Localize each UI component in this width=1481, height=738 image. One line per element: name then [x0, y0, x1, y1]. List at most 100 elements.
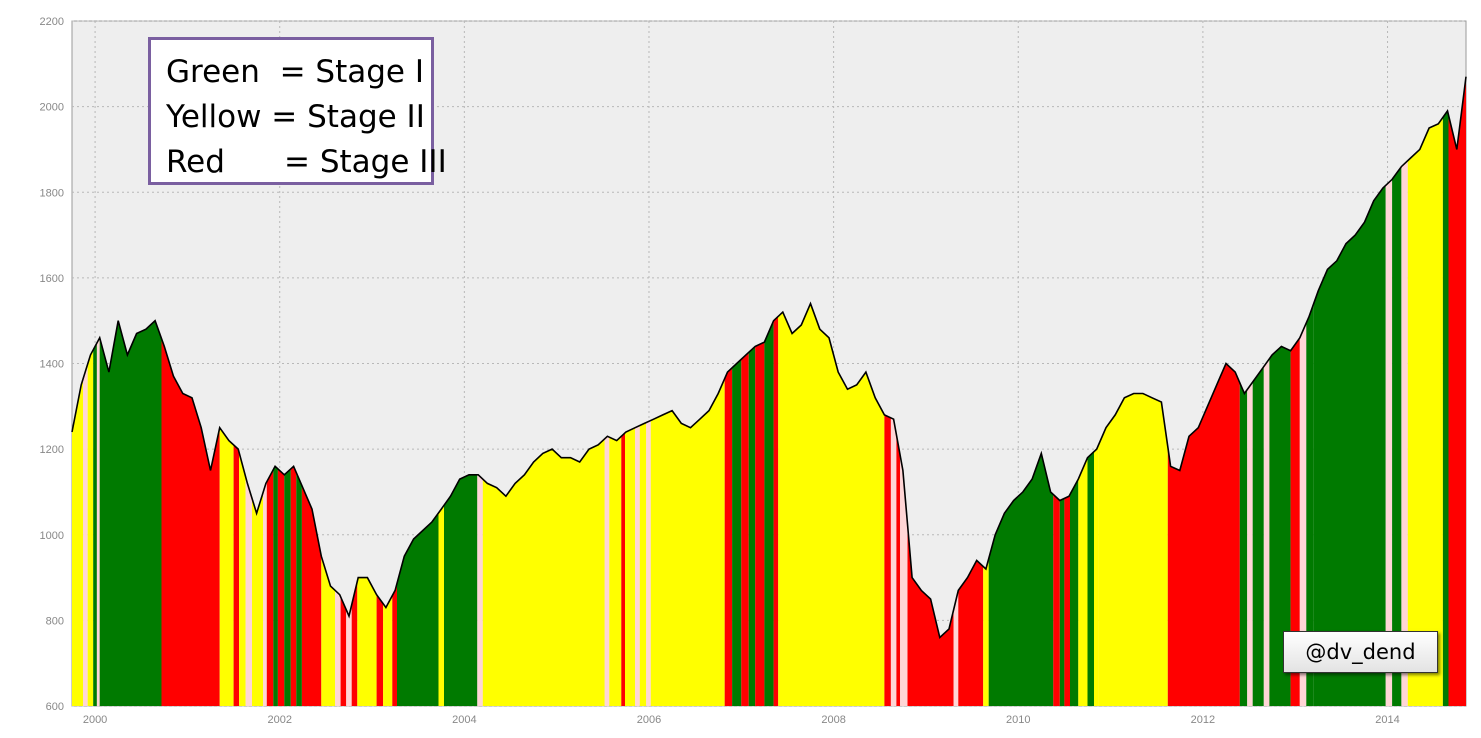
- stage-band-light: [96, 337, 100, 706]
- stage-band-red: [351, 581, 358, 706]
- stage-band-red: [958, 560, 984, 706]
- y-tick-label: 2000: [40, 102, 64, 114]
- stage-band-light: [604, 436, 610, 706]
- stage-band-green: [1392, 166, 1402, 707]
- stage-band-yellow: [1407, 117, 1443, 707]
- stage-band-light: [635, 425, 640, 706]
- stage-band-green: [1313, 185, 1386, 706]
- y-tick-label: 1600: [40, 273, 64, 285]
- stage-band-light: [1247, 381, 1253, 706]
- stage-band-red: [233, 444, 240, 706]
- stage-band-red: [1064, 494, 1070, 706]
- stage-band-green: [397, 563, 403, 706]
- price-line: [71, 76, 1467, 640]
- stage-band-yellow: [983, 558, 989, 706]
- y-tick-label: 1200: [40, 444, 64, 456]
- stage-band-yellow: [778, 303, 885, 706]
- x-tick-label: 2010: [1006, 714, 1030, 726]
- stage-band-yellow: [482, 438, 605, 706]
- stage-band-light: [953, 590, 959, 706]
- stage-band-red: [773, 316, 779, 706]
- stage-band-green: [1087, 451, 1094, 706]
- stage-band-light: [346, 604, 352, 706]
- x-tick-label: 2004: [452, 714, 476, 726]
- stage-band-red: [724, 367, 733, 706]
- y-tick-label: 2200: [40, 16, 64, 28]
- legend-line-green: Green = Stage I: [166, 54, 424, 90]
- stage-band-green: [1269, 346, 1291, 706]
- y-tick-label: 1000: [40, 530, 64, 542]
- stage-band-yellow: [438, 505, 444, 706]
- stage-bands: [72, 76, 1466, 707]
- stage-band-light: [477, 474, 483, 706]
- stage-band-light: [263, 481, 267, 706]
- stage-band-red: [392, 583, 397, 706]
- x-tick-label: 2014: [1375, 714, 1399, 726]
- stage-band-red: [741, 352, 749, 706]
- stage-band-yellow: [357, 577, 377, 706]
- stage-band-yellow: [219, 427, 234, 706]
- stage-band-light: [335, 590, 341, 706]
- stage-band-green: [1252, 366, 1264, 706]
- stage-band-red: [907, 524, 954, 706]
- stage-band-red: [621, 432, 625, 706]
- legend-line-yellow: Yellow = Stage II: [166, 99, 425, 135]
- stage-band-green: [732, 359, 742, 706]
- stage-band-light: [900, 455, 908, 706]
- stage-band-green: [284, 468, 291, 706]
- stage-band-green: [764, 320, 774, 706]
- x-tick-label: 2006: [637, 714, 661, 726]
- y-tick-label: 600: [46, 701, 64, 713]
- stage-band-yellow: [609, 436, 622, 706]
- stage-band-light: [646, 420, 651, 706]
- stage-band-green: [444, 474, 478, 706]
- stage-band-red: [376, 594, 384, 706]
- x-tick-label: 2002: [267, 714, 291, 726]
- stage-band-red: [1053, 494, 1060, 706]
- stage-band-red: [290, 466, 297, 706]
- stage-band-light: [1385, 179, 1393, 706]
- stage-band-light: [245, 476, 252, 706]
- y-tick-label: 1800: [40, 187, 64, 199]
- stage-band-yellow: [252, 492, 264, 706]
- stage-band-yellow: [650, 378, 725, 706]
- stage-band-green: [93, 342, 97, 706]
- x-axis-tick-labels: 2000 2002 2004 2006 2008 2010 2012 2014: [83, 714, 1400, 726]
- stage-band-red: [340, 596, 347, 706]
- stage-band-yellow: [1078, 457, 1088, 706]
- stage-band-red: [266, 469, 274, 706]
- stage-band-yellow: [72, 378, 84, 706]
- stage-band-red: [1448, 76, 1466, 706]
- stage-band-green: [1306, 303, 1314, 706]
- stage-band-green: [99, 320, 162, 706]
- x-tick-label: 2000: [83, 714, 107, 726]
- stage-band-yellow: [383, 595, 393, 706]
- stage-band-green: [1239, 382, 1248, 706]
- stage-band-red: [1290, 337, 1300, 706]
- y-tick-label: 1400: [40, 359, 64, 371]
- stage-band-yellow: [87, 349, 94, 706]
- stage-band-green: [402, 512, 439, 706]
- stage-band-green: [296, 472, 302, 706]
- stage-band-red: [301, 485, 322, 706]
- stage-band-yellow: [1098, 393, 1168, 706]
- stage-band-green: [748, 346, 756, 706]
- stage-band-green: [988, 453, 1054, 706]
- x-tick-label: 2008: [821, 714, 845, 726]
- stage-band-green: [1442, 110, 1449, 706]
- stage-band-green: [1070, 479, 1079, 706]
- stage-band-light: [890, 417, 897, 706]
- stage-band-yellow: [239, 452, 246, 706]
- stage-band-yellow: [639, 422, 647, 706]
- author-watermark: @dv_dend: [1283, 631, 1438, 673]
- stage-legend: Green = Stage I Yellow = Stage II Red = …: [148, 37, 447, 185]
- stage-band-green: [1059, 498, 1065, 706]
- stage-band-red: [161, 338, 220, 706]
- stage-band-green: [273, 466, 278, 706]
- legend-line-red: Red = Stage III: [166, 144, 447, 180]
- stage-band-light: [1401, 160, 1408, 707]
- stage-band-red: [755, 342, 765, 706]
- stage-band-red: [896, 434, 901, 706]
- x-tick-label: 2012: [1191, 714, 1215, 726]
